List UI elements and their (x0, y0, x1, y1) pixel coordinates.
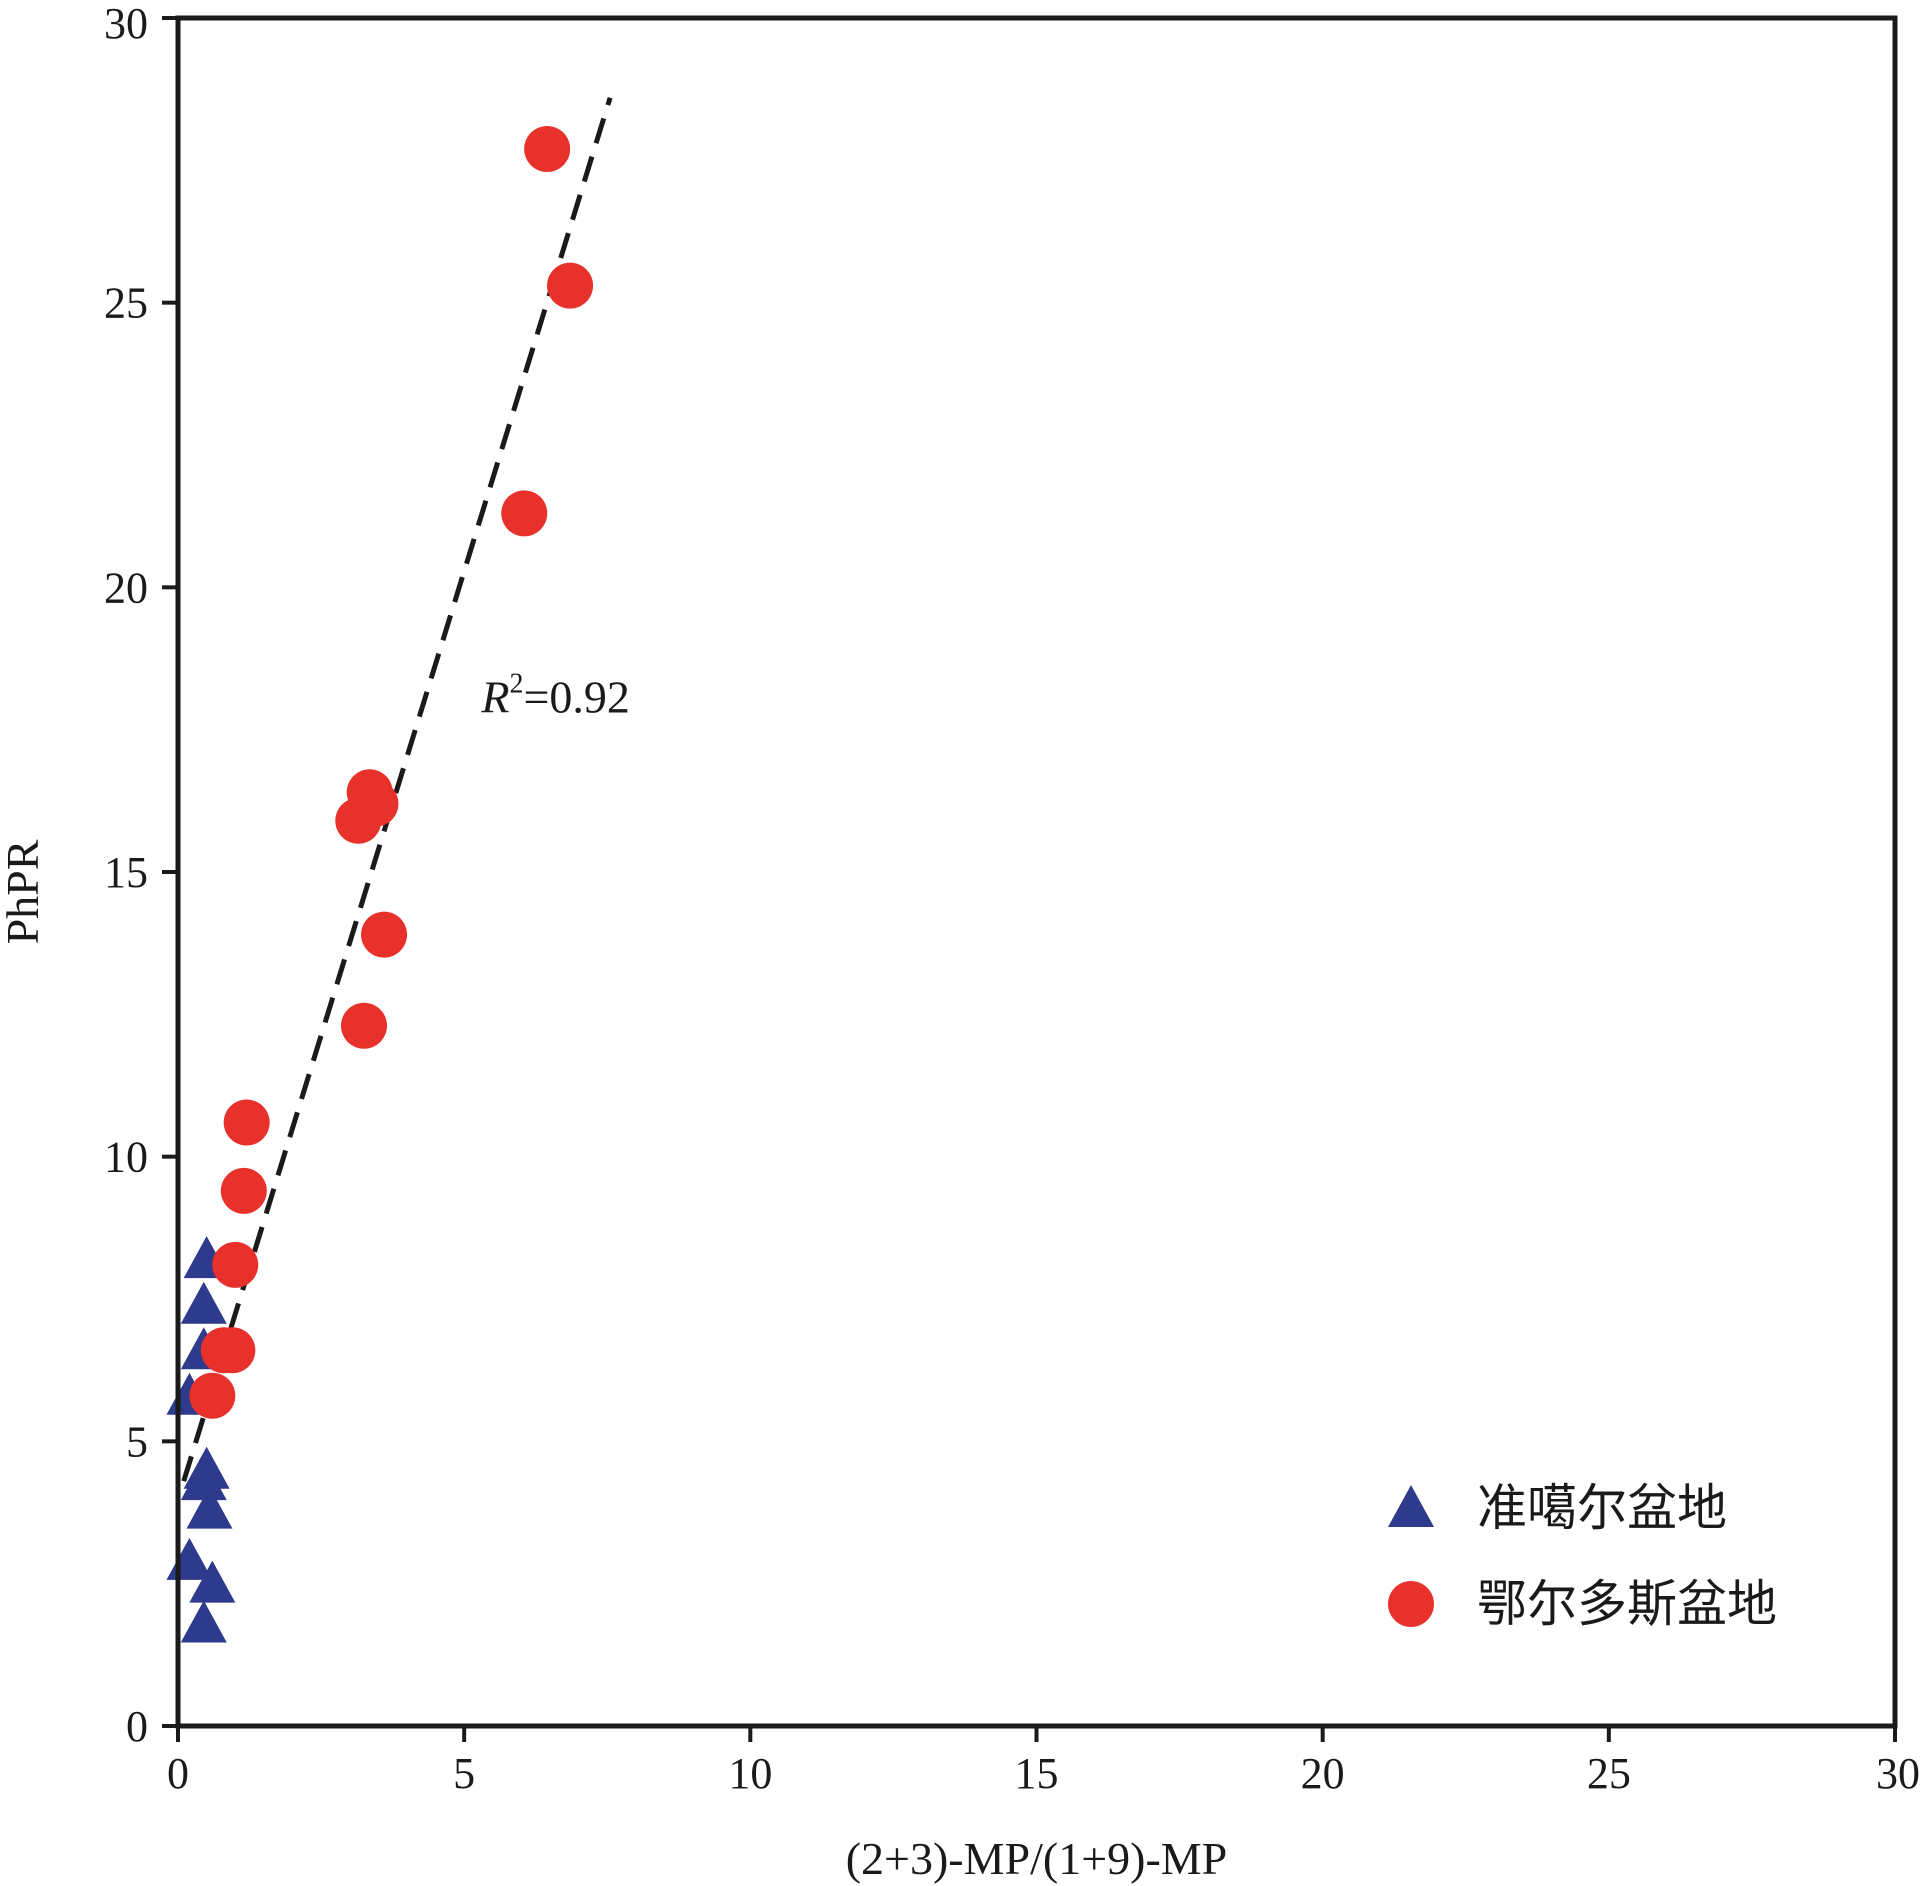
triangle-point-6 (186, 1486, 233, 1529)
x-tick-label-30: 30 (1876, 1749, 1920, 1798)
legend-label-1: 鄂尔多斯盆地 (1477, 1576, 1777, 1632)
r-squared-sup: 2 (509, 669, 523, 700)
r-squared-annotation: R2=0.92 (480, 669, 630, 723)
y-tick-label-25: 25 (104, 279, 148, 328)
r-squared-value: =0.92 (523, 672, 629, 723)
y-tick-label-5: 5 (126, 1417, 148, 1466)
trend-line (181, 96, 613, 1482)
axis-ticks (162, 16, 1897, 1742)
triangle-point-9 (180, 1600, 227, 1643)
y-tick-label-0: 0 (126, 1702, 148, 1751)
axis-tick-labels: 0 5 10 15 20 25 30 0 5 10 15 20 25 30 (104, 0, 1920, 1798)
x-tick-label-15: 15 (1015, 1749, 1059, 1798)
circle-point-7 (341, 1002, 388, 1049)
plot-frame (175, 15, 1898, 1729)
x-tick-label-10: 10 (728, 1749, 772, 1798)
y-tick-label-20: 20 (104, 563, 148, 612)
circle-point-8 (223, 1099, 270, 1146)
y-tick-label-10: 10 (104, 1133, 148, 1182)
circle-point-5 (335, 797, 382, 844)
triangle-point-1 (180, 1281, 227, 1324)
circle-point-9 (220, 1167, 267, 1214)
x-tick-label-25: 25 (1587, 1749, 1631, 1798)
legend-marker-0 (1388, 1485, 1434, 1527)
y-tick-label-30: 30 (104, 0, 148, 48)
plot-marks (166, 96, 613, 1643)
circle-point-1 (547, 262, 594, 309)
x-axis-label: (2+3)-MP/(1+9)-MP (846, 1833, 1228, 1884)
circle-point-13 (189, 1372, 236, 1419)
triangle-point-8 (189, 1560, 236, 1603)
circle-point-0 (524, 125, 571, 172)
circle-point-6 (361, 911, 408, 958)
legend-marker-1 (1388, 1581, 1434, 1627)
circle-point-10 (212, 1241, 259, 1288)
x-tick-label-5: 5 (453, 1749, 475, 1798)
legend-label-0: 准噶尔盆地 (1477, 1480, 1727, 1536)
y-tick-label-15: 15 (104, 848, 148, 897)
triangle-point-5 (180, 1458, 227, 1501)
r-squared-base: R (480, 672, 509, 723)
x-tick-label-0: 0 (167, 1749, 189, 1798)
circle-point-12 (209, 1327, 256, 1374)
y-axis-label: PhPR (0, 839, 48, 944)
x-tick-label-20: 20 (1301, 1749, 1345, 1798)
circle-point-2 (501, 490, 548, 537)
